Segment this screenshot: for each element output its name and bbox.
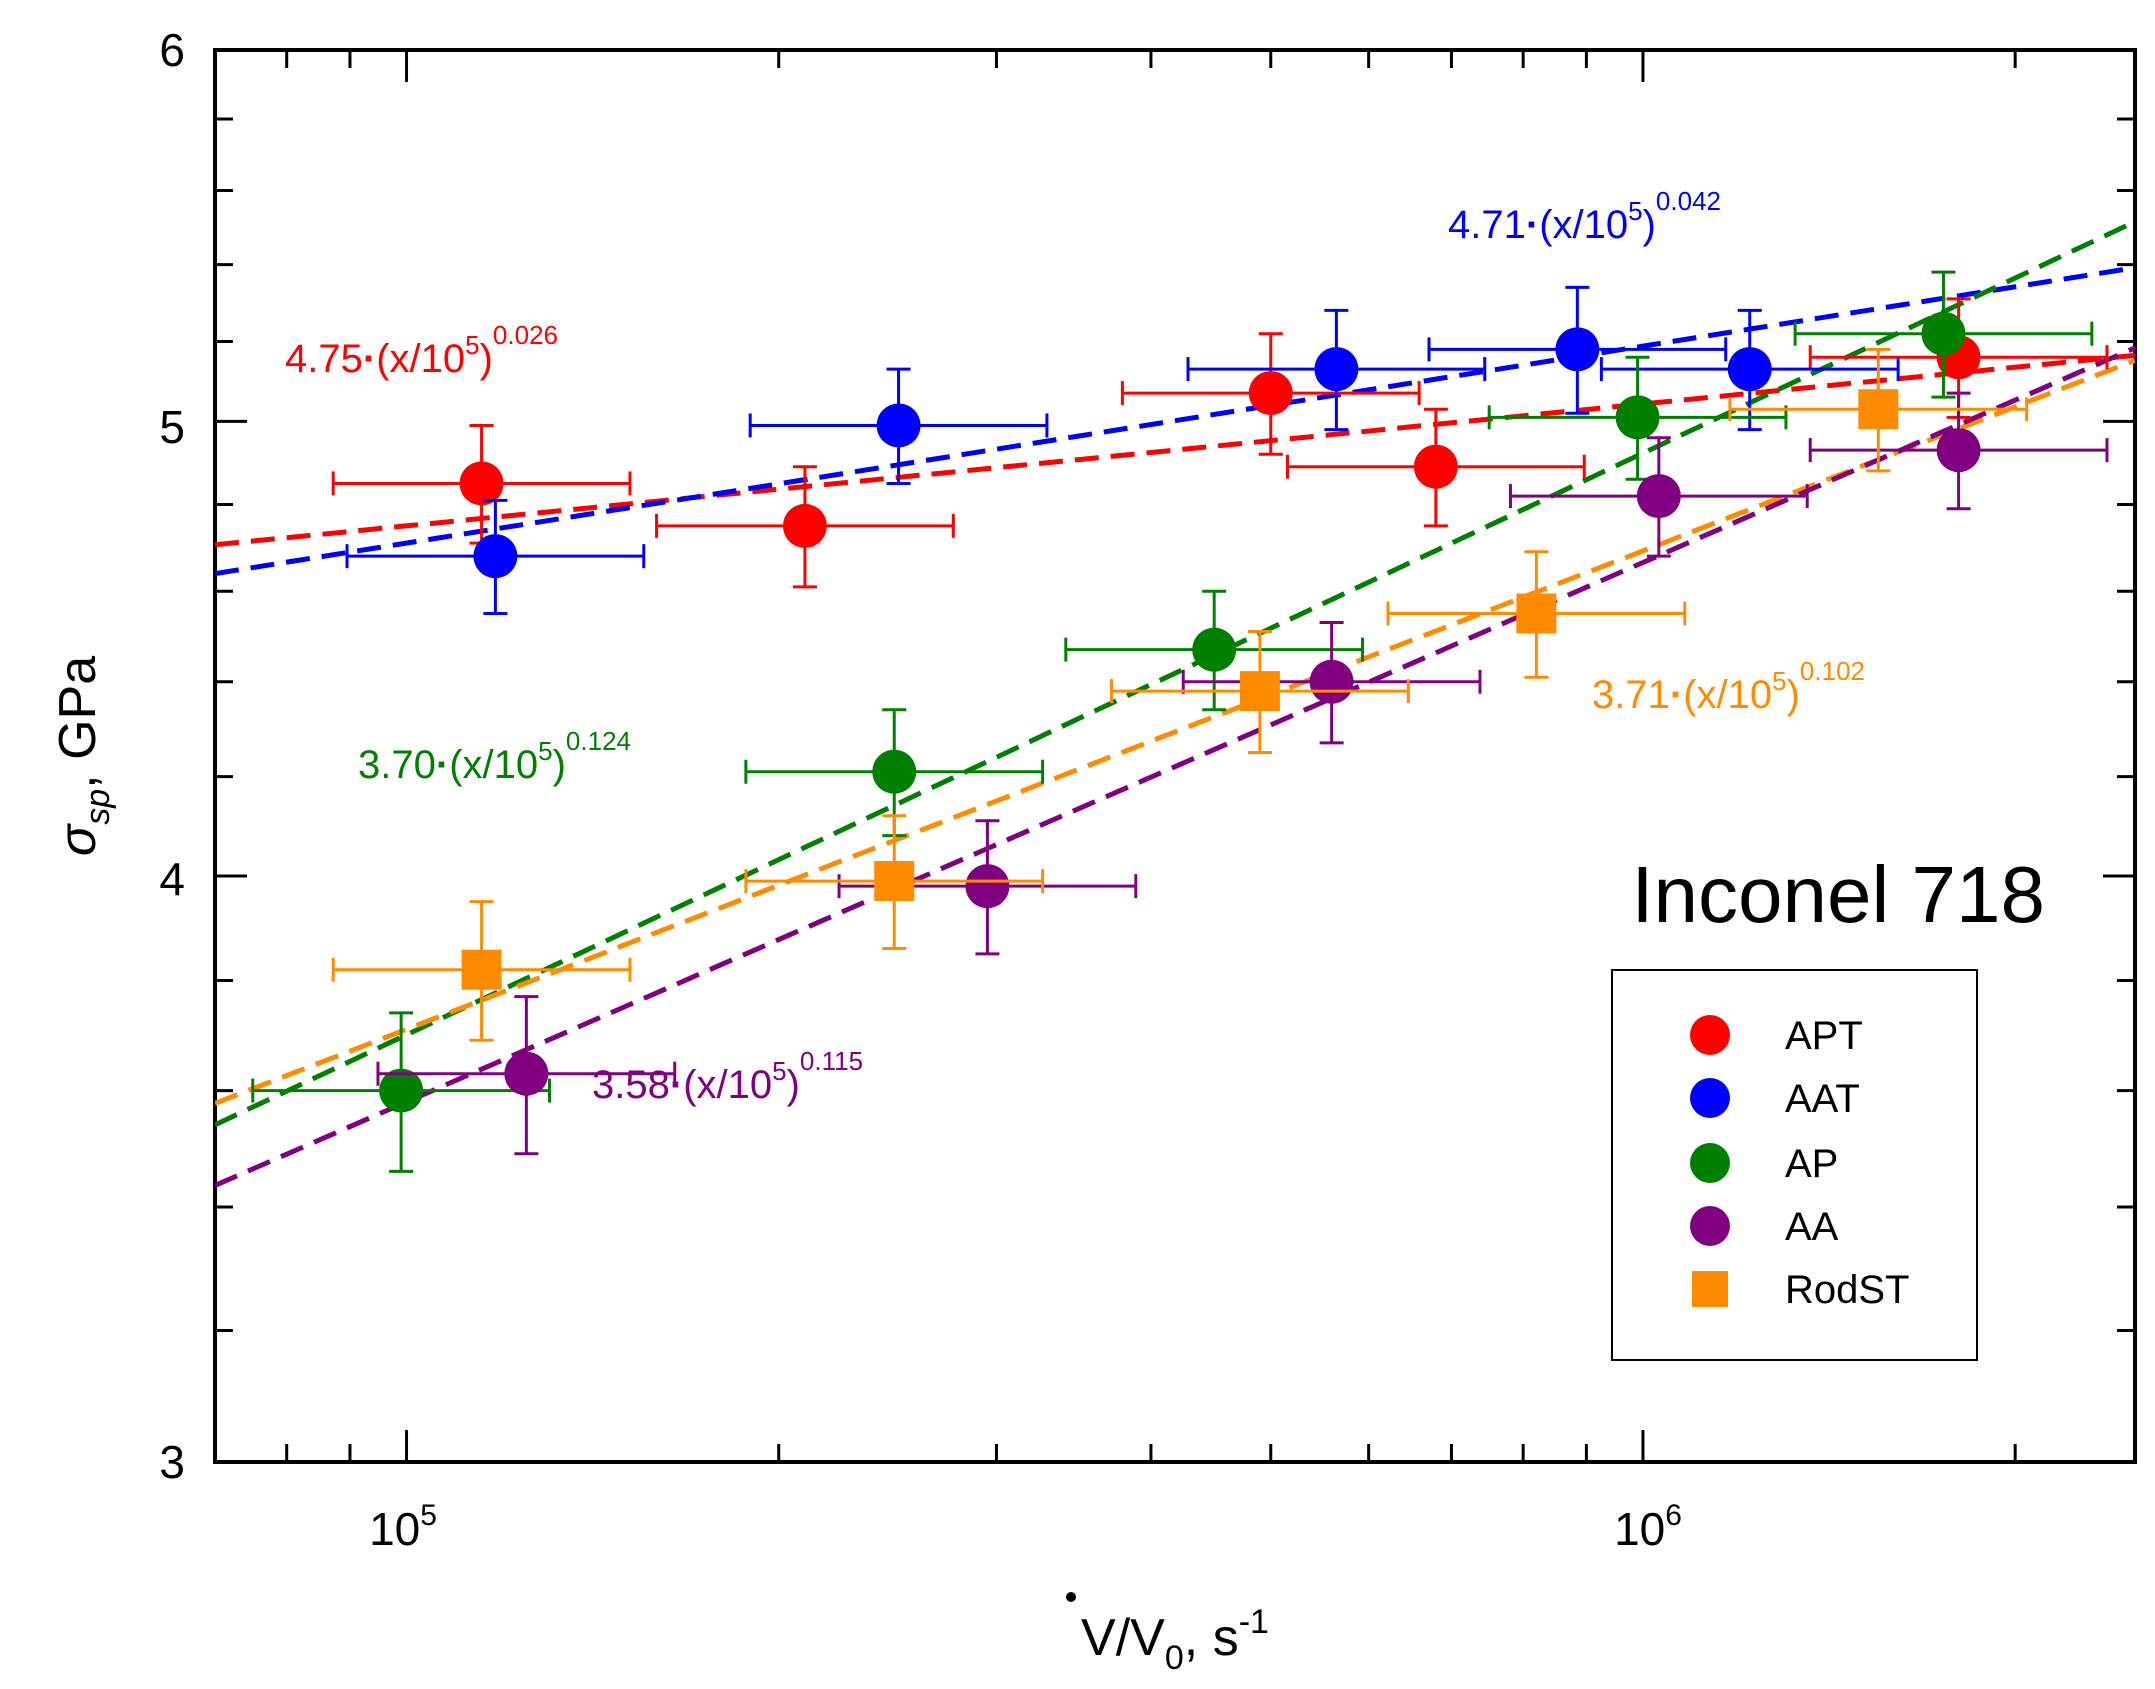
fit-line-rodst [215, 358, 2135, 1106]
marker-square [874, 861, 915, 902]
data-point-aa-2 [1181, 620, 1482, 745]
marker-circle [876, 403, 921, 448]
marker-circle [504, 1051, 549, 1096]
chart-title: Inconel 718 [1631, 850, 2045, 939]
data-point-rodst-2 [1110, 630, 1410, 754]
data-point-ap-1 [744, 708, 1045, 838]
y-tick-label-4: 4 [159, 853, 185, 905]
plot-frame [213, 48, 2137, 1464]
marker-circle [1921, 311, 1966, 356]
fit-lines [215, 219, 2135, 1188]
y-tick-label-5: 5 [159, 401, 185, 453]
fit-line-aat [215, 265, 2135, 577]
marker-circle [1248, 371, 1293, 416]
marker-square [1239, 671, 1280, 712]
marker-circle [1615, 395, 1660, 440]
marker-circle [1936, 428, 1981, 473]
data-point-rodst-4 [1728, 347, 2029, 473]
data-point-apt-0 [331, 423, 632, 545]
data-point-aa-3 [1508, 436, 1809, 558]
marker-square [1516, 593, 1557, 634]
data-point-aat-3 [1427, 285, 1728, 415]
marker-circle [1314, 347, 1359, 392]
data-point-aa-4 [1808, 391, 2109, 511]
fit-line-aa [215, 345, 2135, 1188]
marker-square [1858, 389, 1899, 430]
marker-circle [872, 749, 917, 794]
data-point-rodst-1 [744, 814, 1045, 951]
marker-circle [379, 1068, 424, 1113]
marker-circle [1192, 627, 1237, 672]
x-axis-title-dot [1066, 1592, 1076, 1602]
data-point-aa-0 [376, 995, 677, 1156]
legend-marker-apt [1690, 1015, 1730, 1055]
fit-label-aat: 4.71·(x/105)0.042 [1448, 186, 1721, 247]
minor-ticks [215, 50, 2135, 1462]
legend-label-apt: APT [1785, 1014, 1863, 1058]
marker-circle [965, 864, 1010, 909]
data-point-rodst-3 [1386, 550, 1687, 679]
plot-area [213, 48, 2137, 1464]
y-tick-label-3: 3 [159, 1436, 185, 1488]
marker-square [461, 949, 502, 990]
x-axis-title: V/V0, s-1 [1081, 1603, 1269, 1677]
y-axis-title: σsp, GPa [49, 656, 117, 856]
marker-circle [1555, 327, 1600, 372]
data-point-aat-0 [345, 498, 646, 616]
legend-label-rodst: RodST [1785, 1268, 1910, 1312]
data-point-apt-3 [1286, 407, 1586, 528]
data-points [251, 270, 2109, 1173]
y-tick-label-6: 6 [159, 24, 185, 76]
legend-label-aat: AAT [1785, 1077, 1860, 1121]
data-point-rodst-0 [331, 900, 632, 1042]
marker-circle [459, 461, 504, 506]
fit-label-aa: 3.58·(x/105)0.115 [592, 1046, 863, 1107]
data-point-aat-4 [1599, 308, 1900, 432]
x-tick-label-1e6: 106 [1614, 1499, 1682, 1555]
legend-label-ap: AP [1785, 1142, 1838, 1186]
legend-label-aa: AA [1785, 1205, 1839, 1249]
fit-label-ap: 3.70·(x/105)0.124 [358, 726, 631, 787]
marker-circle [1636, 474, 1681, 519]
legend-marker-aa [1690, 1206, 1730, 1246]
data-point-ap-0 [251, 1011, 552, 1173]
marker-circle [1413, 444, 1458, 489]
data-point-apt-2 [1120, 332, 1421, 456]
legend-marker-rodst [1692, 1271, 1728, 1307]
x-tick-label-1e5: 105 [369, 1499, 437, 1555]
data-point-aat-2 [1186, 308, 1487, 432]
legend-marker-ap [1690, 1143, 1730, 1183]
legend-marker-aat [1690, 1078, 1730, 1118]
data-point-ap-3 [1487, 355, 1788, 481]
fit-line-apt [215, 352, 2135, 548]
fit-line-ap [215, 219, 2135, 1128]
marker-circle [782, 503, 827, 548]
fit-label-apt: 4.75·(x/105)0.026 [285, 320, 558, 381]
marker-circle [1309, 659, 1354, 704]
data-point-ap-4 [1793, 270, 2094, 399]
data-point-apt-1 [655, 465, 955, 589]
fit-label-rodst: 3.71·(x/105)0.102 [1592, 656, 1865, 717]
data-point-ap-2 [1064, 589, 1365, 712]
marker-circle [473, 534, 518, 579]
data-point-aat-1 [748, 367, 1049, 485]
legend: APT AAT AP AA RodST [1611, 969, 1978, 1361]
marker-circle [1727, 347, 1772, 392]
legend-box [1611, 969, 1978, 1361]
major-ticks [215, 48, 2135, 1464]
